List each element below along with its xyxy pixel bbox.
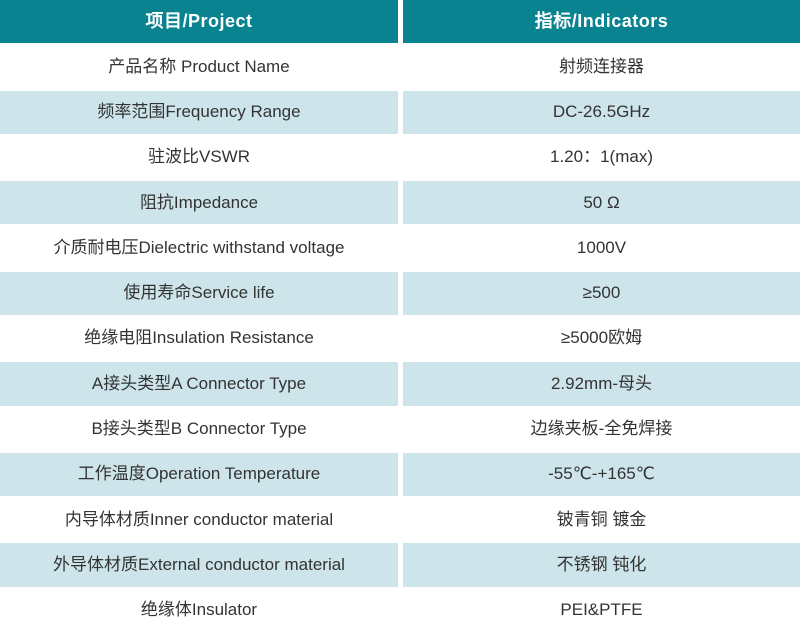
table-row: 产品名称 Product Name 射频连接器 — [0, 45, 800, 91]
table-row: 介质耐电压Dielectric withstand voltage 1000V — [0, 226, 800, 272]
indicator-cell: PEI&PTFE — [403, 588, 800, 634]
indicator-cell: 1000V — [403, 226, 800, 272]
table-row: A接头类型A Connector Type 2.92mm-母头 — [0, 362, 800, 408]
table-row: 内导体材质Inner conductor material 铍青铜 镀金 — [0, 498, 800, 544]
indicator-cell: 铍青铜 镀金 — [403, 498, 800, 544]
indicator-cell: ≥500 — [403, 271, 800, 317]
indicator-cell: 边缘夹板-全免焊接 — [403, 407, 800, 453]
table-row: 频率范围Frequency Range DC-26.5GHz — [0, 90, 800, 136]
project-cell: A接头类型A Connector Type — [0, 362, 398, 408]
table-row: 工作温度Operation Temperature -55℃-+165℃ — [0, 452, 800, 499]
table-row: 驻波比VSWR 1.20：1(max) — [0, 135, 800, 182]
project-cell: 外导体材质External conductor material — [0, 543, 398, 589]
indicator-cell: 射频连接器 — [403, 45, 800, 91]
table-row: 绝缘体Insulator PEI&PTFE — [0, 588, 800, 634]
project-cell: 介质耐电压Dielectric withstand voltage — [0, 226, 398, 272]
project-cell: 驻波比VSWR — [0, 135, 398, 182]
table-row: 使用寿命Service life ≥500 — [0, 271, 800, 317]
table-body: 产品名称 Product Name 射频连接器 频率范围Frequency Rang… — [0, 45, 800, 634]
indicator-cell: 1.20：1(max) — [403, 135, 800, 182]
indicator-cell: DC-26.5GHz — [403, 90, 800, 136]
table-row: 阻抗Impedance 50 Ω — [0, 181, 800, 227]
project-cell: 绝缘电阻Insulation Resistance — [0, 316, 398, 363]
project-cell: B接头类型B Connector Type — [0, 407, 398, 453]
project-cell: 阻抗Impedance — [0, 181, 398, 227]
table-row: 外导体材质External conductor material 不锈钢 钝化 — [0, 543, 800, 589]
project-cell: 工作温度Operation Temperature — [0, 452, 398, 499]
project-cell: 产品名称 Product Name — [0, 45, 398, 91]
indicator-cell: ≥5000欧姆 — [403, 316, 800, 363]
table-row: B接头类型B Connector Type 边缘夹板-全免焊接 — [0, 407, 800, 453]
header-indicators: 指标/Indicators — [403, 0, 800, 46]
project-cell: 使用寿命Service life — [0, 271, 398, 317]
project-cell: 绝缘体Insulator — [0, 588, 398, 634]
indicator-cell: 不锈钢 钝化 — [403, 543, 800, 589]
project-cell: 内导体材质Inner conductor material — [0, 498, 398, 544]
header-project: 项目/Project — [0, 0, 398, 46]
project-cell: 频率范围Frequency Range — [0, 90, 398, 136]
indicator-cell: 50 Ω — [403, 181, 800, 227]
table-row: 绝缘电阻Insulation Resistance ≥5000欧姆 — [0, 316, 800, 363]
indicator-cell: 2.92mm-母头 — [403, 362, 800, 408]
table-header-row: 项目/Project 指标/Indicators — [0, 0, 800, 46]
indicator-cell: -55℃-+165℃ — [403, 452, 800, 499]
